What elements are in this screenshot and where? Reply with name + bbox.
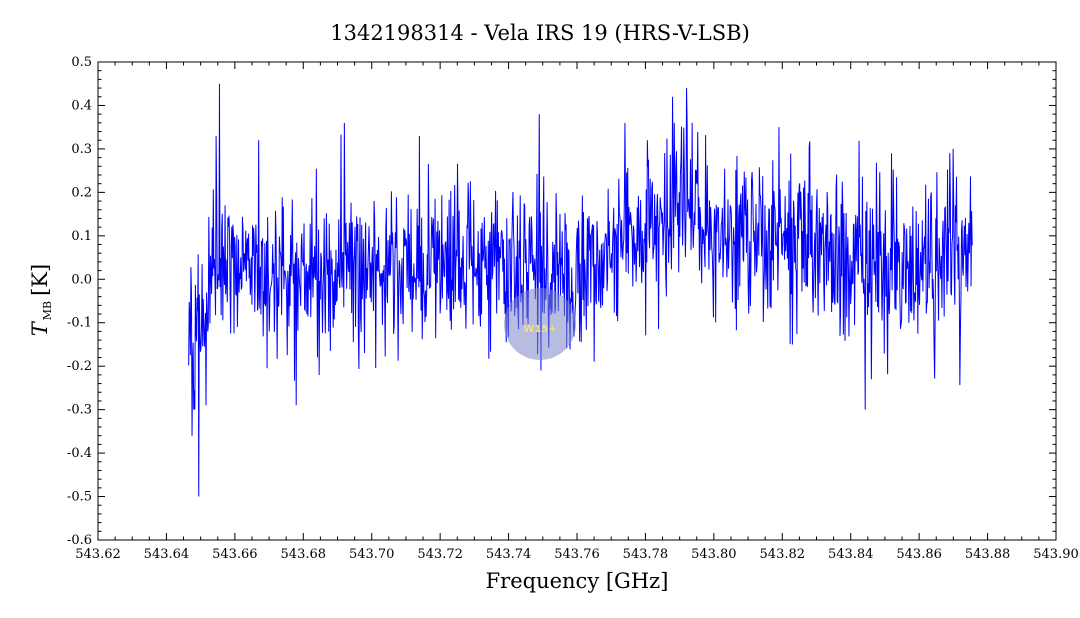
y-tick-label: 0.4: [71, 98, 92, 113]
y-tick-label: 0.1: [71, 229, 92, 244]
watermark-text: W15+: [523, 324, 556, 335]
svg-text:TMB[K]: TMB [K]: [28, 264, 54, 336]
y-tick-label: -0.3: [67, 403, 92, 418]
x-tick-label: 543.90: [1033, 547, 1079, 562]
y-tick-label: 0.3: [71, 142, 92, 157]
y-tick-label: -0.1: [67, 316, 92, 331]
x-tick-label: 543.88: [965, 547, 1011, 562]
y-tick-label: 0.2: [71, 185, 92, 200]
y-axis-symbol: T: [28, 320, 52, 336]
x-tick-labels: 543.62 543.64 543.66 543.68 543.70 543.72 543.…: [75, 547, 1079, 562]
x-axis-label: Frequency [GHz]: [486, 569, 669, 593]
y-tick-label: -0.4: [67, 446, 92, 461]
y-tick-labels: -0.6 -0.5 -0.4 -0.3 -0.2 -0.1 0.0 0.1 0.2 0.3 0.4 0…: [67, 55, 92, 548]
y-tick-label: 0.5: [71, 55, 92, 70]
x-tick-label: 543.82: [760, 547, 806, 562]
ticks-layer: [97, 61, 1057, 541]
x-tick-label: 543.84: [828, 547, 874, 562]
x-tick-label: 543.76: [554, 547, 600, 562]
x-tick-label: 543.80: [691, 547, 737, 562]
y-tick-label: -0.5: [67, 490, 92, 505]
x-tick-label: 543.66: [212, 547, 258, 562]
y-tick-label: 0.0: [71, 272, 92, 287]
plot-area: 543.62 543.64 543.66 543.68 543.70 543.72 543.…: [67, 55, 1079, 562]
x-tick-label: 543.64: [144, 547, 190, 562]
hifi-watermark-icon: [504, 288, 576, 360]
x-tick-label: 543.72: [417, 547, 463, 562]
y-axis-label: TMB [K]: [28, 264, 54, 336]
x-tick-label: 543.68: [281, 547, 327, 562]
spectrum-line: [188, 83, 973, 497]
x-tick-label: 543.74: [486, 547, 532, 562]
y-tick-label: -0.6: [67, 533, 92, 548]
chart-title: 1342198314 - Vela IRS 19 (HRS-V-LSB): [330, 21, 750, 45]
watermark: W15+: [504, 288, 576, 360]
y-tick-label: -0.2: [67, 359, 92, 374]
y-axis-subscript: MB: [41, 301, 54, 320]
spectrum-layer: [188, 83, 973, 497]
x-tick-label: 543.78: [623, 547, 669, 562]
x-tick-label: 543.70: [349, 547, 395, 562]
x-tick-label: 543.62: [75, 547, 121, 562]
y-axis-unit: [K]: [28, 264, 52, 296]
x-tick-label: 543.86: [896, 547, 942, 562]
